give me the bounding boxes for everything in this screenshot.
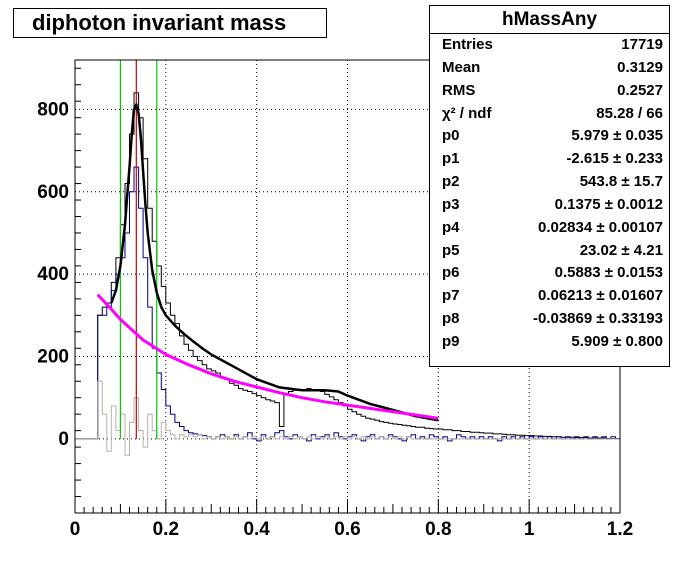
stats-row-value: -2.615 ± 0.233 [566, 150, 663, 168]
stats-row-value: 17719 [621, 36, 663, 53]
stats-row-label: p1 [442, 150, 460, 168]
x-tick-label: 0 [70, 519, 81, 540]
stats-row-value: 0.5883 ± 0.0153 [554, 264, 663, 282]
stats-row-value: 0.3129 [617, 58, 663, 76]
y-tick-label: 400 [37, 264, 69, 285]
stats-row-label: Mean [442, 58, 481, 76]
stats-histogram-name: hMassAny [430, 6, 669, 34]
stats-row: p2 543.8 ± 15.7 [430, 171, 669, 194]
stats-box: hMassAny Entries 17719 Mean 0.3129 RMS 0.2527… [429, 5, 670, 367]
stats-row-label: p0 [442, 127, 460, 145]
stats-row-label: p9 [442, 332, 460, 350]
stats-row-value: 0.1375 ± 0.0012 [554, 195, 663, 213]
stats-row: p3 0.1375 ± 0.0012 [430, 194, 669, 217]
y-tick-label: 800 [37, 99, 69, 120]
stats-row-value: 0.2527 [617, 81, 663, 99]
data-layer [75, 60, 620, 456]
stats-row-value: 0.06213 ± 0.01607 [537, 287, 663, 305]
y-tick-label: 0 [58, 429, 69, 450]
stats-row-label: p6 [442, 264, 460, 282]
histogram-series [75, 380, 620, 456]
stats-row: Mean 0.3129 [430, 57, 669, 80]
x-tick-label: 0.8 [425, 519, 451, 540]
stats-row: p9 5.909 ± 0.800 [430, 331, 669, 354]
stats-row: p1 -2.615 ± 0.233 [430, 148, 669, 171]
stats-row-label: p8 [442, 310, 460, 328]
stats-row-label: p3 [442, 195, 460, 213]
stats-row-value: 543.8 ± 15.7 [579, 173, 663, 191]
stats-row-value: 5.979 ± 0.035 [571, 127, 663, 145]
stats-row: χ² / ndf 85.28 / 66 [430, 103, 669, 126]
stats-row-label: Entries [442, 36, 493, 53]
stats-row: p8 -0.03869 ± 0.33193 [430, 308, 669, 331]
stats-row: p0 5.979 ± 0.035 [430, 125, 669, 148]
stats-row: p5 23.02 ± 4.21 [430, 240, 669, 263]
background-fit-curve [96, 293, 439, 420]
stats-row-label: p5 [442, 241, 460, 259]
stats-row-value: 85.28 / 66 [596, 104, 663, 122]
stats-row-label: p7 [442, 287, 460, 305]
stats-rows: Entries 17719 Mean 0.3129 RMS 0.2527 χ² / ndf 8… [430, 34, 669, 354]
plot-title: diphoton invariant mass [13, 8, 327, 38]
stats-row: RMS 0.2527 [430, 80, 669, 103]
histogram-series [75, 92, 620, 440]
stats-row-label: p2 [442, 173, 460, 191]
y-tick-label: 600 [37, 182, 69, 203]
stats-row: p7 0.06213 ± 0.01607 [430, 285, 669, 308]
x-tick-label: 1.2 [607, 519, 633, 540]
stats-row-label: χ² / ndf [442, 104, 492, 122]
stats-row-value: 23.02 ± 4.21 [579, 241, 663, 259]
stats-row-value: -0.03869 ± 0.33193 [532, 310, 663, 328]
stats-row-label: RMS [442, 81, 476, 99]
stats-row-value: 5.909 ± 0.800 [571, 332, 663, 350]
stats-row-label: p4 [442, 218, 460, 236]
x-tick-label: 0.4 [243, 519, 270, 540]
x-tick-label: 1 [524, 519, 535, 540]
stats-row-value: 0.02834 ± 0.00107 [537, 218, 663, 236]
y-tick-label: 200 [37, 347, 69, 368]
stats-row: Entries 17719 [430, 34, 669, 57]
x-tick-label: 0.6 [334, 519, 360, 540]
stats-row: p6 0.5883 ± 0.0153 [430, 262, 669, 285]
stats-row: p4 0.02834 ± 0.00107 [430, 217, 669, 240]
x-tick-label: 0.2 [153, 519, 179, 540]
total-fit-curve [110, 103, 439, 422]
